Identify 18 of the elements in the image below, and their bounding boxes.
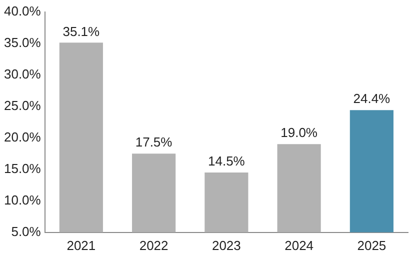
x-tick-label: 2024 xyxy=(284,238,314,253)
x-tick-label: 2022 xyxy=(139,238,168,253)
x-tick-label: 2021 xyxy=(66,238,96,253)
y-tick-label: 10.0% xyxy=(4,192,42,208)
data-label: 19.0% xyxy=(280,125,318,140)
data-label: 17.5% xyxy=(135,134,173,150)
y-tick-label: 20.0% xyxy=(4,129,42,144)
y-tick-label: 30.0% xyxy=(4,66,42,82)
y-tick-label: 40.0% xyxy=(4,3,42,18)
x-tick-label: 2023 xyxy=(212,238,241,253)
y-tick-label: 15.0% xyxy=(4,160,42,176)
data-label: 24.4% xyxy=(353,91,391,106)
y-tick-label: 5.0% xyxy=(11,224,42,239)
y-tick-label: 35.0% xyxy=(4,34,42,50)
y-tick-label: 25.0% xyxy=(4,98,42,113)
data-label: 14.5% xyxy=(208,154,246,169)
data-label: 35.1% xyxy=(62,24,100,39)
x-tick-label: 2025 xyxy=(357,238,386,253)
